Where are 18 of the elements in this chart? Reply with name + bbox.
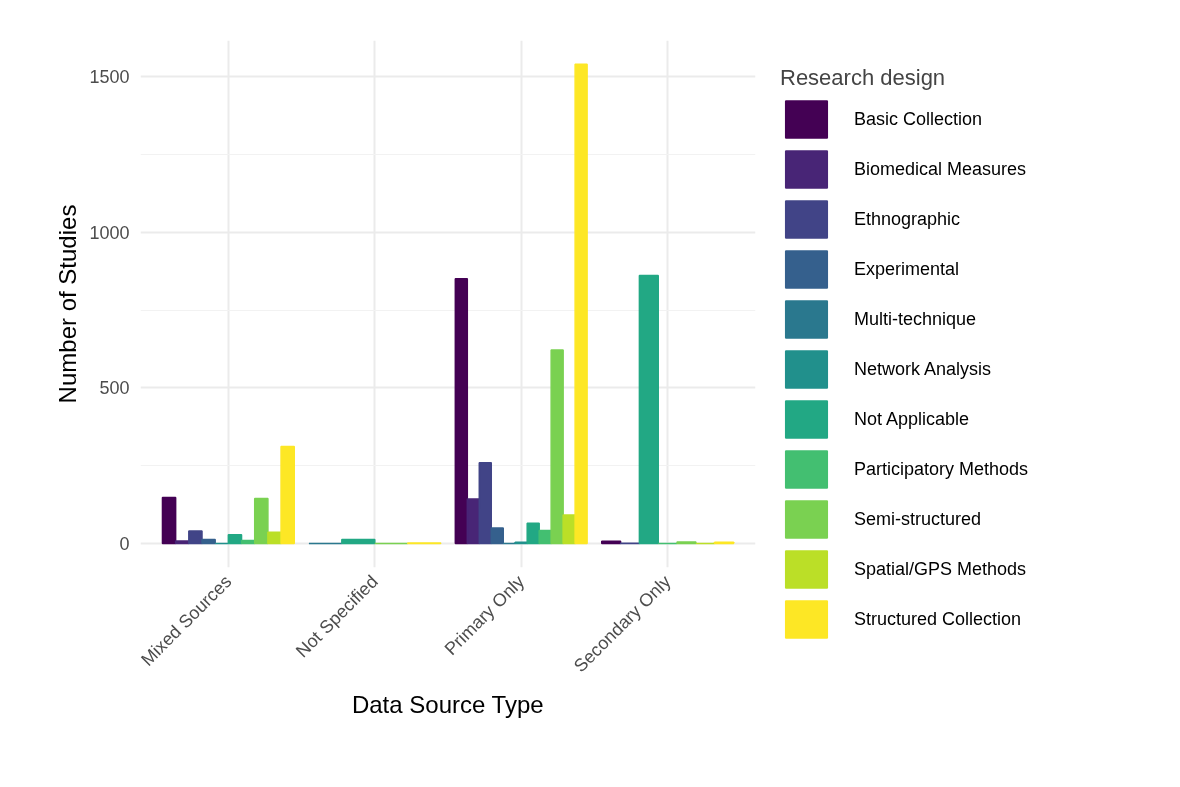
legend-label: Experimental bbox=[854, 258, 960, 280]
y-tick-label: 1000 bbox=[89, 222, 130, 243]
legend-label: Biomedical Measures bbox=[854, 158, 1027, 180]
legend-label: Semi-structured bbox=[854, 508, 982, 530]
y-tick-label: 1500 bbox=[89, 67, 130, 88]
y-tick-label: 0 bbox=[119, 534, 130, 555]
x-axis-title: Data Source Type bbox=[351, 691, 544, 719]
y-tick-label: 500 bbox=[99, 378, 130, 399]
legend-label: Spatial/GPS Methods bbox=[854, 558, 1027, 580]
legend-label: Network Analysis bbox=[854, 358, 992, 380]
y-axis-title: Number of Studies bbox=[54, 204, 82, 404]
legend-label: Multi-technique bbox=[854, 308, 977, 330]
legend-label: Basic Collection bbox=[854, 108, 983, 130]
legend-label: Participatory Methods bbox=[854, 458, 1029, 480]
legend-label: Structured Collection bbox=[854, 608, 1022, 630]
legend-label: Not Applicable bbox=[854, 408, 970, 430]
legend-title: Research design bbox=[780, 65, 947, 91]
legend-label: Ethnographic bbox=[854, 208, 961, 230]
